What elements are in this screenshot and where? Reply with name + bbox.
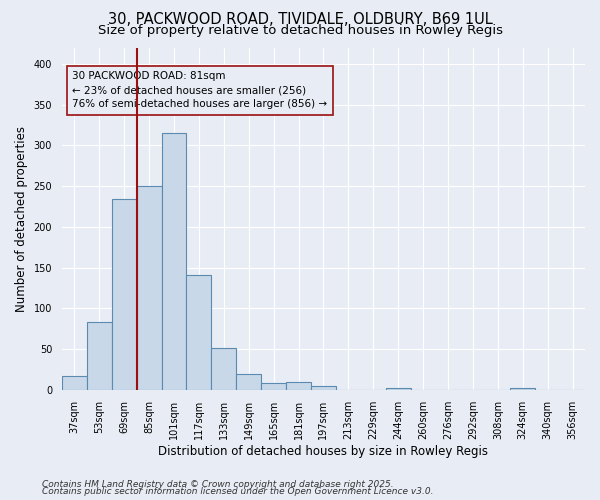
X-axis label: Distribution of detached houses by size in Rowley Regis: Distribution of detached houses by size … — [158, 444, 488, 458]
Text: 30, PACKWOOD ROAD, TIVIDALE, OLDBURY, B69 1UL: 30, PACKWOOD ROAD, TIVIDALE, OLDBURY, B6… — [107, 12, 493, 28]
Text: 30 PACKWOOD ROAD: 81sqm
← 23% of detached houses are smaller (256)
76% of semi-d: 30 PACKWOOD ROAD: 81sqm ← 23% of detache… — [73, 72, 328, 110]
Bar — [161, 133, 187, 390]
Bar — [386, 388, 410, 390]
Y-axis label: Number of detached properties: Number of detached properties — [15, 126, 28, 312]
Bar — [311, 386, 336, 390]
Bar — [112, 199, 137, 390]
Text: Size of property relative to detached houses in Rowley Regis: Size of property relative to detached ho… — [97, 24, 503, 37]
Bar — [236, 374, 261, 390]
Bar — [187, 275, 211, 390]
Bar — [510, 388, 535, 390]
Bar — [286, 382, 311, 390]
Bar — [62, 376, 87, 390]
Text: Contains public sector information licensed under the Open Government Licence v3: Contains public sector information licen… — [42, 488, 433, 496]
Text: Contains HM Land Registry data © Crown copyright and database right 2025.: Contains HM Land Registry data © Crown c… — [42, 480, 394, 489]
Bar — [211, 348, 236, 390]
Bar — [137, 186, 161, 390]
Bar — [261, 382, 286, 390]
Bar — [87, 322, 112, 390]
